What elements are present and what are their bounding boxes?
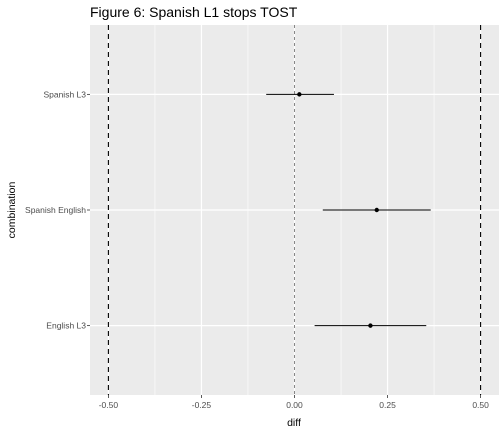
x-tick-label: 0.50	[472, 400, 489, 410]
y-axis-title: combination	[6, 182, 18, 239]
chart-title: Figure 6: Spanish L1 stops TOST	[90, 4, 298, 20]
estimate-point	[297, 92, 302, 97]
y-tick-label: Spanish L3	[43, 89, 86, 99]
x-axis-title: diff	[287, 417, 301, 429]
y-tick-label: Spanish English	[25, 205, 86, 215]
error-bars	[266, 92, 431, 328]
x-tick-label: -0.50	[99, 400, 119, 410]
estimate-point	[368, 323, 373, 328]
reference-lines	[107, 25, 482, 395]
x-tick-labels: -0.50 -0.25 0.00 0.25 0.50	[99, 395, 489, 410]
x-tick-label: 0.25	[379, 400, 396, 410]
estimate-point	[374, 207, 379, 213]
x-tick-label: -0.25	[192, 400, 212, 410]
x-tick-label: 0.00	[286, 400, 303, 410]
y-tick-label: English L3	[46, 321, 86, 331]
y-tick-labels: English L3 Spanish English Spanish L3	[25, 89, 90, 331]
